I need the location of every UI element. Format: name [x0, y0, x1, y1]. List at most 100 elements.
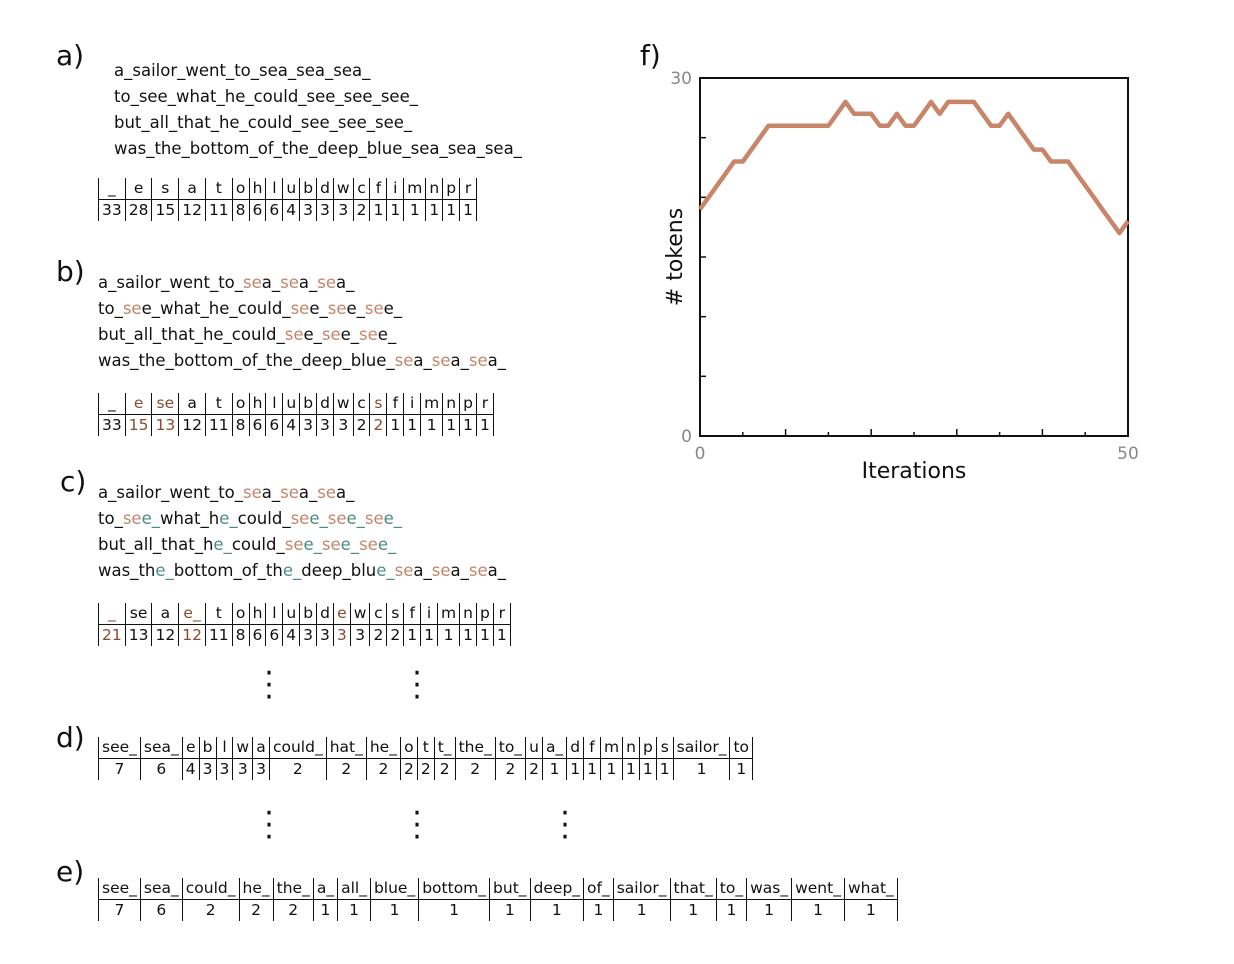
token-cell: went_	[791, 878, 845, 900]
count-cell: 1	[442, 199, 460, 221]
text-segment: but_all_that_he_could_	[98, 325, 285, 344]
count-cell: 6	[265, 624, 283, 646]
count-cell: 6	[248, 414, 266, 436]
merged-token-segment: se	[317, 273, 337, 292]
token-cell: a_	[312, 878, 338, 900]
merged-token-segment: se	[431, 561, 451, 580]
text-segment: e_	[340, 325, 360, 344]
text-segment: a_	[487, 351, 506, 370]
text-segment: a_	[413, 561, 432, 580]
token-cell: blue_	[369, 878, 419, 900]
merged-token-segment: se	[327, 509, 347, 528]
token-cell: c	[352, 393, 370, 415]
count-cell: 1	[386, 414, 404, 436]
count-cell: 6	[139, 899, 183, 921]
merged-token-segment: se	[394, 351, 414, 370]
token-cell: o	[231, 603, 250, 625]
corpus-line: a_sailor_went_to_sea_sea_sea_	[98, 480, 506, 506]
panel-c-label: c)	[60, 465, 87, 498]
count-cell: 2	[369, 414, 387, 436]
count-cell: 3	[316, 199, 334, 221]
count-cell: 8	[231, 624, 250, 646]
token-cell: m	[436, 603, 460, 625]
merged-token-segment: e_	[141, 509, 160, 528]
token-cell: f	[583, 737, 601, 759]
text-segment: e_	[377, 325, 397, 344]
token-cell: n	[442, 393, 460, 415]
token-cell: a	[151, 603, 179, 625]
token-cell: but_	[489, 878, 531, 900]
token-cell: b	[299, 603, 317, 625]
token-cell: r	[492, 603, 511, 625]
count-cell: 1	[420, 624, 438, 646]
token-cell: e	[124, 178, 152, 200]
token-cell: p	[442, 178, 460, 200]
token-cell: all_	[337, 878, 371, 900]
token-cell: l	[265, 178, 283, 200]
merged-token-segment: se	[122, 299, 142, 318]
count-cell: 21	[98, 624, 126, 646]
count-cell: 1	[672, 758, 730, 780]
token-cell: t	[204, 178, 233, 200]
token-cell: sailor_	[612, 878, 671, 900]
merged-token-segment: se	[359, 535, 378, 554]
count-cell: 2	[369, 624, 387, 646]
count-cell: 28	[124, 199, 152, 221]
token-cell: i	[386, 178, 404, 200]
count-cell: 1	[459, 414, 477, 436]
corpus-line: to_see_what_he_could_see_see_see_	[98, 506, 506, 532]
count-cell: 3	[299, 624, 317, 646]
merged-token-segment: e_	[213, 535, 232, 554]
text-segment: a_	[298, 483, 318, 502]
token-count-line	[698, 99, 1130, 236]
text-segment: but_all_that_h	[98, 535, 214, 554]
corpus-line: was_the_bottom_of_the_deep_blue_sea_sea_…	[98, 348, 506, 374]
x-axis-label: Iterations	[862, 459, 967, 480]
count-cell: 1	[436, 624, 460, 646]
count-cell: 6	[248, 199, 266, 221]
merged-token-segment: se	[280, 483, 299, 502]
token-cell: s	[386, 603, 404, 625]
corpus-line: was_the_bottom_of_the_deep_blue_sea_sea_…	[114, 136, 522, 162]
merged-token-segment: se	[321, 325, 341, 344]
corpus-line: a_sailor_went_to_sea_sea_sea_	[114, 58, 522, 84]
token-cell: m	[599, 737, 623, 759]
token-cell: o	[399, 737, 418, 759]
token-cell: _	[98, 393, 126, 415]
merged-token-segment: e_	[219, 509, 238, 528]
corpus-line: but_all_that_he_could_see_see_see_	[98, 532, 506, 558]
merged-token-segment: se	[290, 509, 310, 528]
token-cell: t	[416, 737, 435, 759]
token-cell: i	[420, 603, 438, 625]
count-cell: 2	[365, 758, 401, 780]
token-cell: o	[231, 393, 250, 415]
token-cell: bottom_	[418, 878, 490, 900]
count-cell: 1	[746, 899, 792, 921]
corpus-line: to_see_what_he_could_see_see_see_	[98, 296, 506, 322]
count-cell: 2	[181, 899, 240, 921]
merged-token-segment: se	[327, 299, 347, 318]
count-cell: 1	[843, 899, 898, 921]
merged-token-segment: e_	[376, 561, 395, 580]
token-cell: f	[403, 603, 421, 625]
token-cell: sailor_	[672, 737, 730, 759]
ellipsis-2: · · ·	[412, 656, 422, 715]
count-cell: 1	[369, 199, 387, 221]
panel-f-label: f)	[640, 39, 661, 72]
count-cell: 33	[98, 199, 126, 221]
count-cell: 2	[525, 758, 543, 780]
ellipsis-5: · · ·	[560, 796, 570, 855]
token-cell: could_	[181, 878, 240, 900]
count-cell: 1	[583, 758, 601, 780]
text-segment: a_sailor_went_to_	[98, 483, 244, 502]
token-cell: u	[282, 393, 300, 415]
count-cell: 3	[215, 758, 233, 780]
token-cell: l	[215, 737, 233, 759]
panel-c-count-table: _ se a e_ t o h l u b d e w c s f i m n p r 21 13 12 12 11 8 6 6 4 3 3 3…	[98, 603, 511, 646]
text-segment: e_what_he_could_	[141, 299, 291, 318]
token-cell: w	[332, 393, 354, 415]
text-segment: what_h	[159, 509, 220, 528]
count-cell: 1	[529, 899, 584, 921]
token-cell: l	[265, 393, 283, 415]
text-segment: to_	[98, 509, 123, 528]
